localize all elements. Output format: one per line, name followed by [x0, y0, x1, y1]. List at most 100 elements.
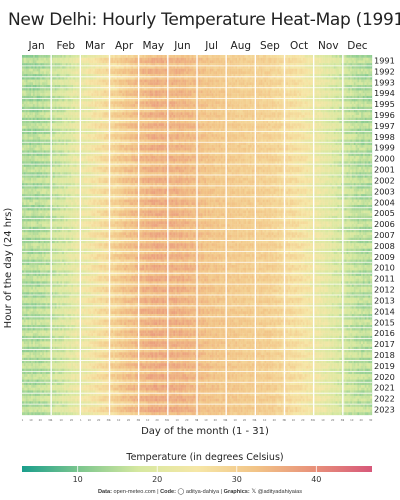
heatmap-cell: [169, 82, 172, 86]
heatmap-cell: [27, 95, 30, 99]
heatmap-cell: [71, 68, 74, 72]
heatmap-cell: [264, 117, 267, 121]
heatmap-cell: [82, 55, 85, 58]
heatmap-cell: [173, 112, 176, 116]
heatmap-cell: [275, 63, 278, 67]
heatmap-cell: [355, 101, 358, 105]
heatmap-cell: [153, 112, 156, 116]
heatmap-cell: [193, 117, 196, 121]
heatmap-cell: [34, 79, 37, 83]
heatmap-cell: [98, 79, 101, 83]
heatmap-cell: [348, 87, 351, 91]
heatmap-cell: [308, 76, 311, 80]
heatmap-cell: [69, 60, 72, 64]
heatmap-cell: [49, 101, 52, 105]
heatmap-cell: [237, 85, 240, 88]
heatmap-cell: [324, 74, 327, 77]
heatmap-cell: [42, 98, 45, 102]
heatmap-cell: [187, 90, 190, 94]
heatmap-cell: [60, 120, 63, 124]
heatmap-cell: [164, 60, 167, 64]
heatmap-cell: [193, 90, 196, 94]
heatmap-cell: [226, 115, 229, 118]
heatmap-cell: [237, 55, 240, 58]
heatmap-cell: [25, 90, 28, 94]
heatmap-cell: [224, 95, 227, 99]
heatmap-cell: [200, 93, 203, 97]
heatmap-cell: [251, 87, 254, 91]
heatmap-cell: [310, 98, 312, 102]
heatmap-cell: [260, 79, 263, 83]
heatmap-cell: [213, 68, 216, 72]
heatmap-cell: [310, 87, 312, 91]
heatmap-cell: [83, 115, 86, 118]
heatmap-cell: [197, 79, 199, 83]
heatmap-cell: [151, 57, 154, 61]
heatmap-cell: [213, 55, 216, 58]
heatmap-cell: [114, 117, 117, 121]
heatmap-cell: [96, 106, 99, 110]
heatmap-cell: [135, 57, 137, 61]
heatmap-cell: [339, 65, 342, 69]
heatmap-cell: [23, 109, 26, 113]
heatmap-cell: [178, 112, 181, 116]
heatmap-cell: [94, 115, 97, 118]
heatmap-cell: [235, 65, 238, 69]
heatmap-cell: [184, 57, 187, 61]
heatmap-cell: [104, 104, 106, 107]
heatmap-cell: [83, 101, 86, 105]
heatmap-cell: [109, 120, 112, 124]
heatmap-cell: [107, 117, 110, 121]
heatmap-cell: [235, 79, 238, 83]
heatmap-cell: [140, 90, 143, 94]
heatmap-cell: [249, 104, 252, 107]
heatmap-cell: [237, 87, 240, 91]
heatmap-cell: [144, 112, 147, 116]
heatmap-cell: [80, 120, 83, 124]
heatmap-cell: [184, 104, 187, 107]
heatmap-cell: [164, 115, 167, 118]
heatmap-cell: [120, 117, 123, 121]
heatmap-cell: [56, 90, 59, 94]
heatmap-cell: [63, 90, 66, 94]
heatmap-cell: [257, 71, 260, 75]
heatmap-cell: [85, 95, 88, 99]
heatmap-cell: [198, 90, 201, 94]
heatmap-cell: [22, 85, 24, 88]
heatmap-cell: [284, 57, 287, 61]
heatmap-cell: [89, 123, 92, 127]
heatmap-cell: [302, 93, 305, 97]
heatmap-cell: [85, 125, 88, 129]
heatmap-cell: [326, 85, 329, 88]
heatmap-cell: [206, 74, 209, 77]
heatmap-cell: [158, 101, 161, 105]
heatmap-cell: [326, 82, 329, 86]
heatmap-cell: [164, 65, 167, 69]
heatmap-cell: [215, 93, 218, 97]
heatmap-cell: [200, 95, 203, 99]
heatmap-cell: [40, 76, 43, 80]
heatmap-cell: [222, 82, 225, 86]
heatmap-cell: [98, 87, 101, 91]
heatmap-cell: [341, 117, 343, 121]
heatmap-cell: [173, 74, 176, 77]
heatmap-cell: [351, 57, 354, 61]
heatmap-cell: [80, 128, 83, 132]
heatmap-cell: [293, 90, 296, 94]
heatmap-cell: [317, 90, 320, 94]
heatmap-cell: [160, 104, 163, 107]
heatmap-cell: [63, 82, 66, 86]
heatmap-cell: [280, 117, 283, 121]
heatmap-cell: [124, 123, 127, 127]
heatmap-cell: [240, 63, 243, 67]
heatmap-cell: [129, 71, 132, 75]
heatmap-cell: [83, 57, 86, 61]
heatmap-cell: [320, 65, 323, 69]
heatmap-cell: [144, 115, 147, 118]
heatmap-cell: [206, 60, 209, 64]
heatmap-cell: [49, 93, 52, 97]
heatmap-cell: [166, 57, 168, 61]
heatmap-cell: [320, 101, 323, 105]
heatmap-cell: [277, 115, 280, 118]
heatmap-cell: [166, 90, 168, 94]
